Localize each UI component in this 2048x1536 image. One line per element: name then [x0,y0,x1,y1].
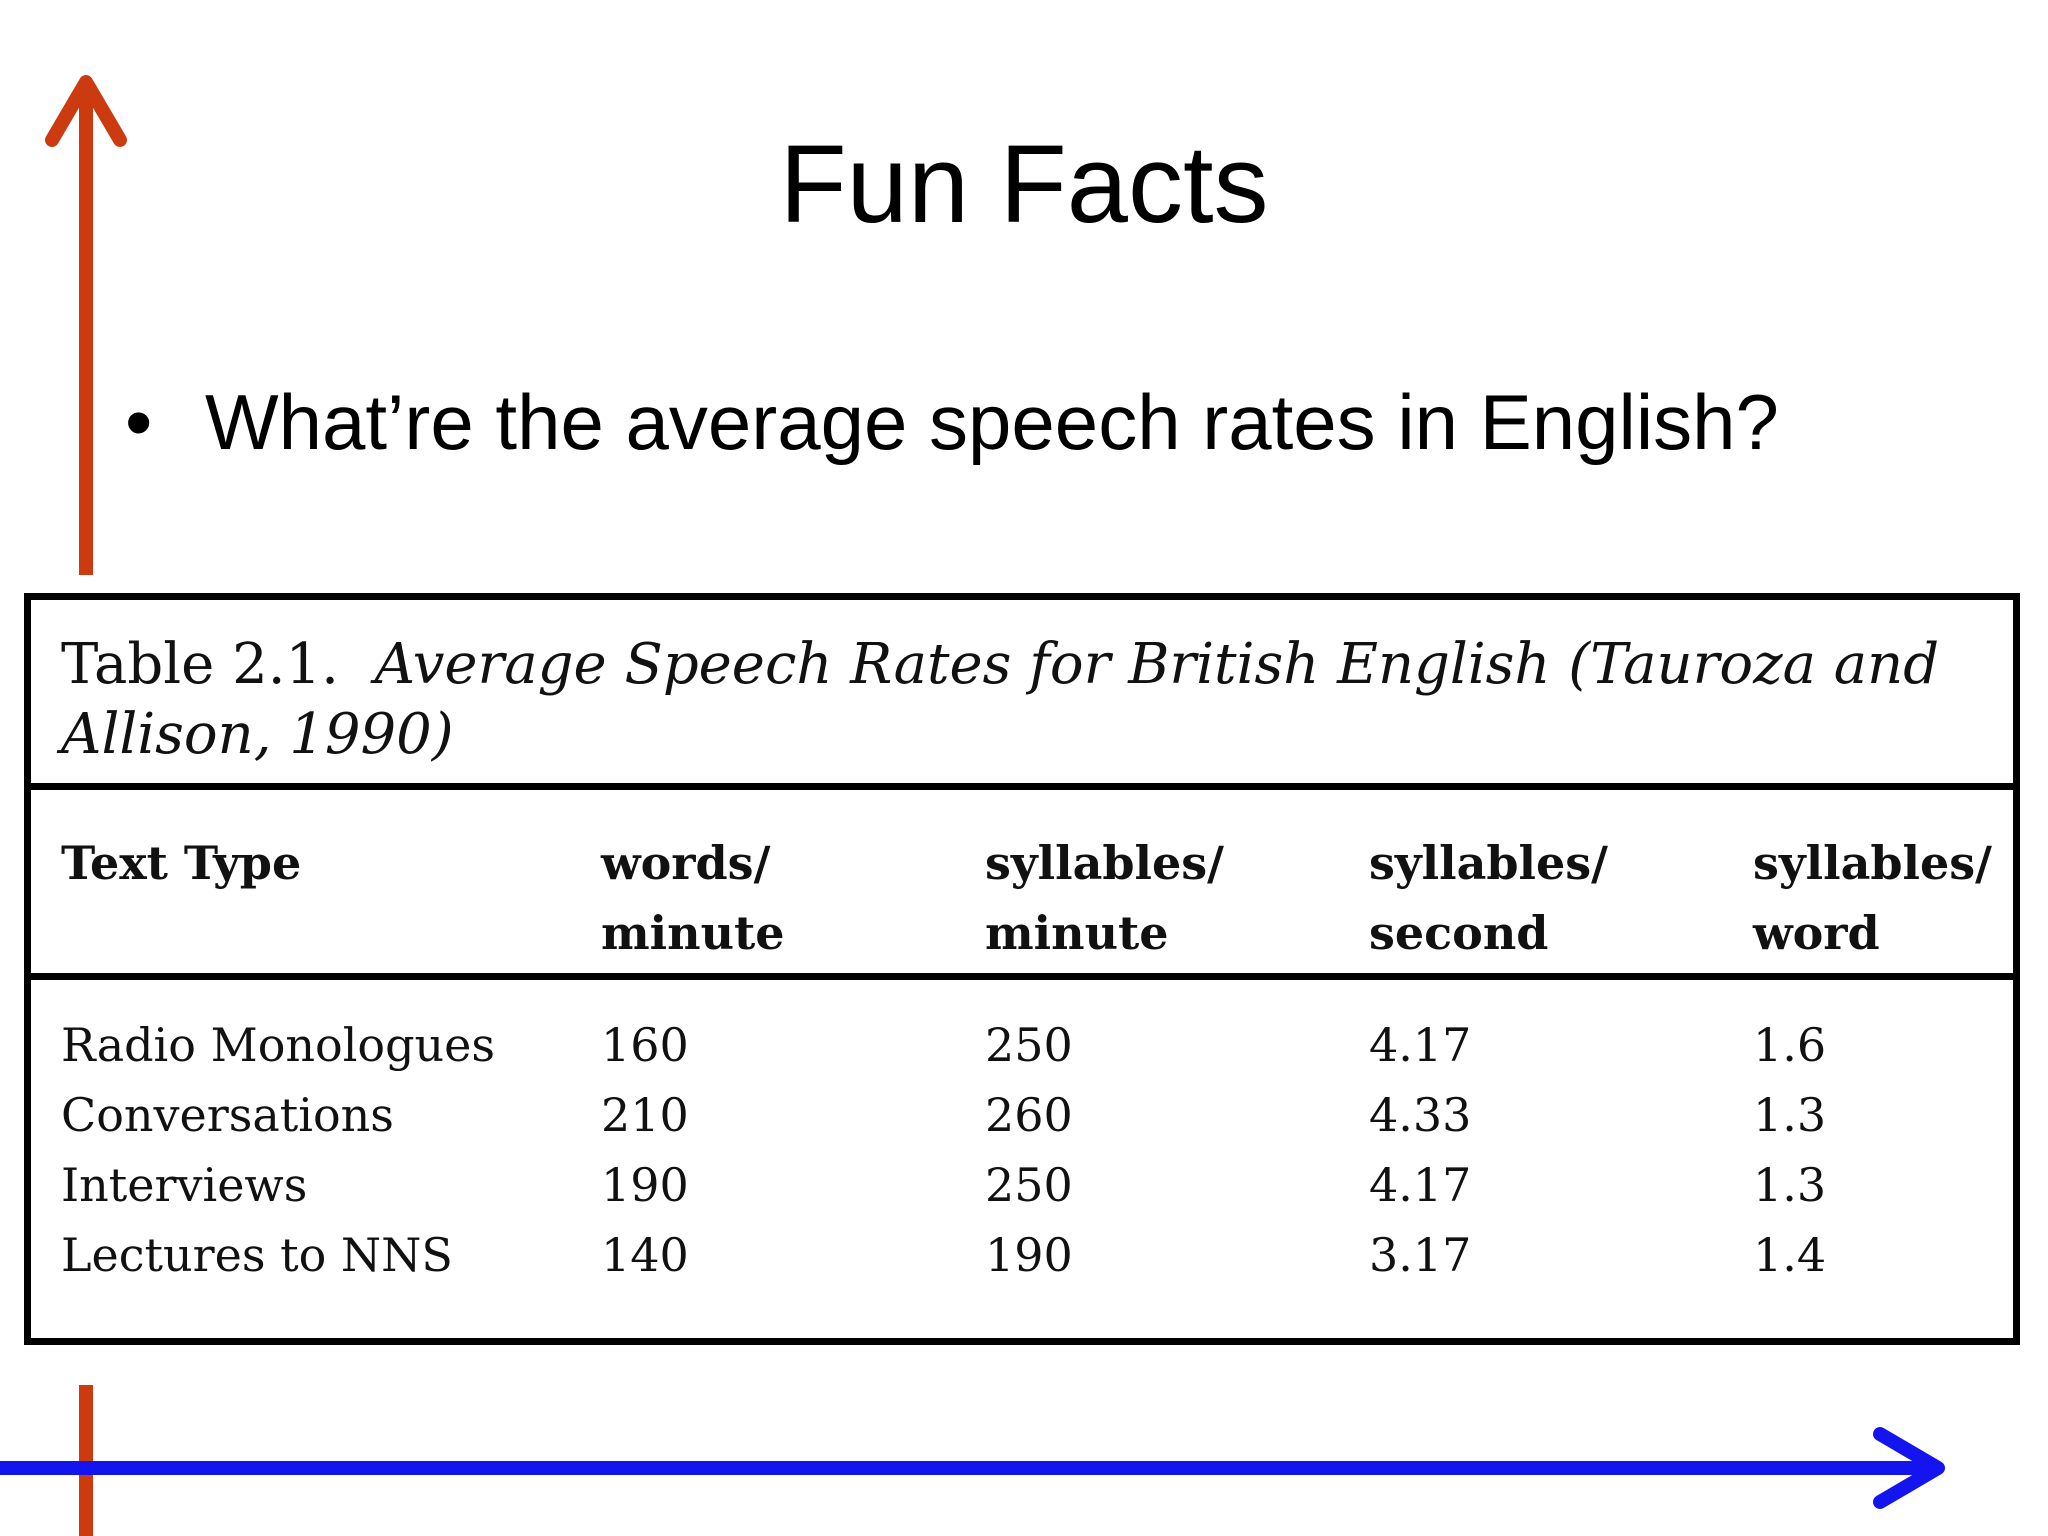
table-caption: Table 2.1. Average Speech Rates for Brit… [31,600,2013,790]
cell-syllables-per-word: 1.3 [1753,1158,1827,1212]
cell-syllables-per-word: 1.6 [1753,1018,1827,1072]
header-words-per-minute: words/ minute [601,836,785,960]
table-row: Lectures to NNS 140 190 3.17 1.4 [61,1220,1983,1290]
cell-syllables-per-minute: 190 [985,1228,1073,1282]
cell-words-per-minute: 190 [601,1158,689,1212]
cell-syllables-per-second: 4.17 [1369,1018,1472,1072]
header-text-type: Text Type [61,836,302,890]
cell-text-type: Interviews [61,1158,308,1212]
cell-syllables-per-word: 1.4 [1753,1228,1827,1282]
bullet-dot: • [125,378,153,466]
cell-text-type: Lectures to NNS [61,1228,453,1282]
cell-words-per-minute: 210 [601,1088,689,1142]
table-caption-title: Average Speech Rates for British English… [61,632,1940,767]
table-caption-label: Table 2.1. [61,632,339,697]
cell-syllables-per-second: 4.17 [1369,1158,1472,1212]
horizontal-arrowhead [1873,1427,1945,1509]
cell-syllables-per-second: 3.17 [1369,1228,1472,1282]
speech-rate-table: Table 2.1. Average Speech Rates for Brit… [24,593,2020,1345]
cell-syllables-per-word: 1.3 [1753,1088,1827,1142]
table-header-row: Text Type words/ minute syllables/ minut… [31,790,2013,980]
cell-words-per-minute: 160 [601,1018,689,1072]
table-body: Radio Monologues 160 250 4.17 1.6 Conver… [31,980,2013,1290]
cell-syllables-per-second: 4.33 [1369,1088,1472,1142]
header-syllables-per-second: syllables/ second [1369,836,1608,960]
cell-syllables-per-minute: 250 [985,1018,1073,1072]
header-syllables-per-word: syllables/ word [1753,836,1992,960]
table-row: Interviews 190 250 4.17 1.3 [61,1150,1983,1220]
bullet-text: What’re the average speech rates in Engl… [205,378,1779,466]
header-syllables-per-minute: syllables/ minute [985,836,1224,960]
table-row: Radio Monologues 160 250 4.17 1.6 [61,1010,1983,1080]
bullet-item: • What’re the average speech rates in Eng… [125,378,1779,466]
cell-text-type: Conversations [61,1088,394,1142]
cell-syllables-per-minute: 250 [985,1158,1073,1212]
cell-words-per-minute: 140 [601,1228,689,1282]
cell-text-type: Radio Monologues [61,1018,496,1072]
slide-title: Fun Facts [779,123,1269,246]
vertical-arrowhead [45,75,127,147]
table-row: Conversations 210 260 4.33 1.3 [61,1080,1983,1150]
cell-syllables-per-minute: 260 [985,1088,1073,1142]
